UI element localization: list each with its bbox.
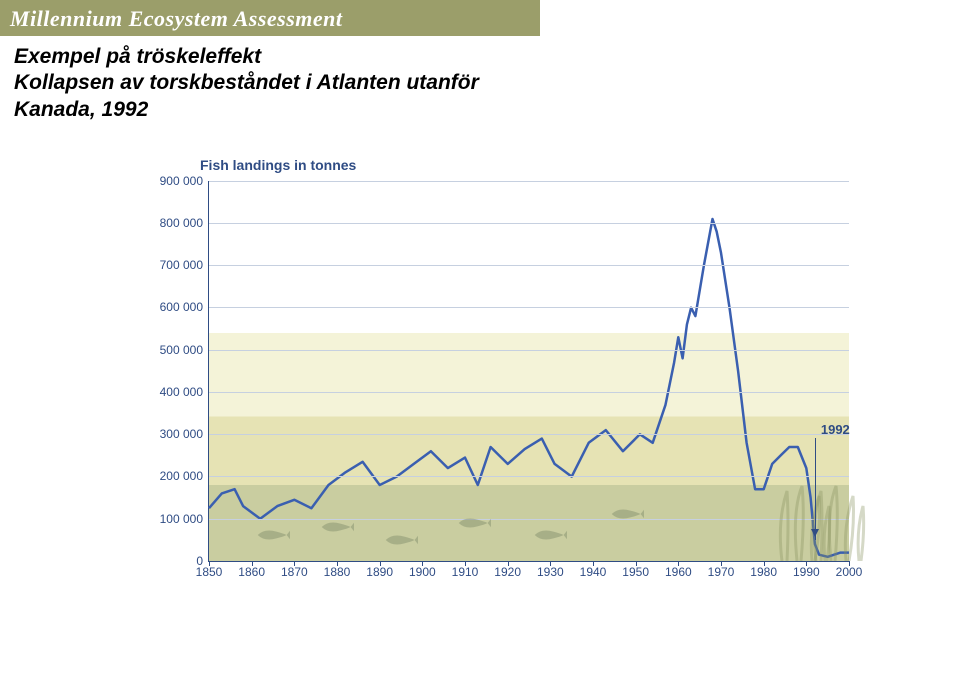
gridline <box>209 181 849 182</box>
seagrass-icon <box>801 481 871 561</box>
fish-icon <box>320 520 354 534</box>
gridline <box>209 519 849 520</box>
fish-icon <box>256 528 290 542</box>
x-axis-label: 1900 <box>409 565 436 579</box>
gridline <box>209 223 849 224</box>
x-axis-label: 1950 <box>622 565 649 579</box>
x-axis-label: 1890 <box>366 565 393 579</box>
fish-icon <box>533 528 567 542</box>
y-axis-label: 900 000 <box>160 174 203 188</box>
title-line-3: Kanada, 1992 <box>14 97 945 123</box>
y-axis-label: 400 000 <box>160 385 203 399</box>
x-axis-label: 2000 <box>836 565 863 579</box>
x-axis-label: 1920 <box>494 565 521 579</box>
y-axis-label: 200 000 <box>160 469 203 483</box>
fish-icon <box>384 533 418 547</box>
x-axis-label: 1990 <box>793 565 820 579</box>
x-axis-label: 1880 <box>324 565 351 579</box>
gridline <box>209 307 849 308</box>
title-line-2: Kollapsen av torskbeståndet i Atlanten u… <box>14 70 945 96</box>
x-axis-label: 1940 <box>580 565 607 579</box>
y-axis-label: 300 000 <box>160 427 203 441</box>
fish-icon <box>457 516 491 530</box>
annotation-arrow <box>815 438 816 540</box>
x-axis-label: 1960 <box>665 565 692 579</box>
chart-title: Fish landings in tonnes <box>200 157 900 173</box>
x-axis-label: 1910 <box>452 565 479 579</box>
chart-container: Fish landings in tonnes 0100 000200 0003… <box>140 157 900 617</box>
gridline <box>209 265 849 266</box>
y-axis-label: 600 000 <box>160 300 203 314</box>
gridline <box>209 350 849 351</box>
header-text: Millennium Ecosystem Assessment <box>10 6 343 31</box>
line-series <box>209 181 849 561</box>
page-title: Exempel på tröskeleffekt Kollapsen av to… <box>0 36 959 127</box>
x-axis-label: 1980 <box>750 565 777 579</box>
x-axis-label: 1970 <box>708 565 735 579</box>
gridline <box>209 434 849 435</box>
y-axis-label: 500 000 <box>160 343 203 357</box>
x-axis-label: 1850 <box>196 565 223 579</box>
y-axis-label: 100 000 <box>160 512 203 526</box>
x-axis-label: 1930 <box>537 565 564 579</box>
fish-icon <box>610 507 644 521</box>
data-line <box>209 219 849 557</box>
y-axis-label: 700 000 <box>160 258 203 272</box>
x-axis-label: 1870 <box>281 565 308 579</box>
title-line-1: Exempel på tröskeleffekt <box>14 44 945 70</box>
annotation-1992: 1992 <box>821 422 850 437</box>
header-band: Millennium Ecosystem Assessment <box>0 0 540 36</box>
y-axis-label: 800 000 <box>160 216 203 230</box>
gridline <box>209 392 849 393</box>
x-axis-label: 1860 <box>238 565 265 579</box>
plot-area: 0100 000200 000300 000400 000500 000600 … <box>208 181 849 562</box>
gridline <box>209 476 849 477</box>
